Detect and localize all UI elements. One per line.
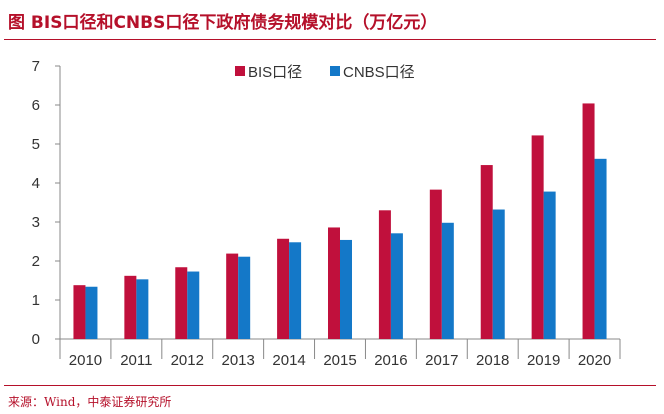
source-note: 来源：Wind，中泰证券研究所: [8, 395, 172, 409]
bar-bis: [226, 253, 239, 339]
bar-bis: [73, 285, 86, 339]
y-tick-label: 5: [32, 136, 40, 153]
chart-title: 图 BIS口径和CNBS口径下政府债务规模对比（万亿元）: [8, 13, 438, 33]
chart-axes: 0 1 2 3 4 5 6 7 2010 2011 2012 2013 2014 2015 2016 2017…: [32, 58, 621, 369]
y-tick-label: 2: [32, 253, 40, 270]
bar-cnbs: [289, 242, 302, 339]
bar-cnbs: [187, 271, 200, 339]
x-tick-label: 2010: [69, 352, 102, 369]
bar-bis: [582, 103, 595, 339]
y-tick-label: 6: [32, 97, 40, 114]
bar-bis: [328, 227, 340, 339]
y-tick-label: 4: [32, 175, 40, 192]
bar-chart: 0 1 2 3 4 5 6 7 2010 2011 2012 2013 2014 2015 2016 2017…: [32, 58, 621, 369]
y-tick-label: 7: [32, 58, 40, 75]
bar-bis: [480, 165, 493, 339]
x-tick-label: 2013: [221, 352, 254, 369]
y-tick-label: 1: [32, 292, 40, 309]
x-tick-label: 2015: [323, 352, 356, 369]
chart-bars: [73, 103, 607, 339]
bar-bis: [175, 267, 188, 339]
bar-cnbs: [85, 286, 98, 339]
legend-item-bis-swatch: [235, 66, 245, 76]
chart-legend: BIS口径 CNBS口径: [235, 64, 415, 81]
bar-cnbs: [492, 209, 505, 339]
bar-cnbs: [238, 256, 251, 339]
x-tick-label: 2011: [120, 352, 152, 369]
legend-item-cnbs-swatch: [330, 66, 340, 76]
source-divider: [4, 385, 656, 386]
x-tick-label: 2019: [527, 352, 560, 369]
bar-cnbs: [441, 222, 454, 339]
title-divider: [4, 39, 656, 40]
bar-cnbs: [390, 233, 403, 339]
bar-cnbs: [543, 191, 556, 339]
bar-cnbs: [136, 279, 149, 339]
bar-bis: [277, 238, 290, 339]
x-tick-label: 2016: [374, 352, 407, 369]
bar-cnbs: [340, 239, 352, 339]
y-tick-label: 3: [32, 214, 40, 231]
bar-cnbs: [594, 158, 607, 339]
bar-bis: [429, 189, 442, 339]
bar-bis: [531, 135, 544, 339]
bar-bis: [124, 275, 137, 339]
legend-item-cnbs-label: CNBS口径: [343, 64, 415, 81]
x-tick-label: 2012: [171, 352, 204, 369]
x-tick-label: 2014: [272, 352, 305, 369]
y-tick-label: 0: [32, 331, 40, 348]
bar-bis: [378, 210, 391, 339]
legend-item-bis-label: BIS口径: [248, 64, 302, 81]
x-tick-label: 2018: [476, 352, 509, 369]
x-tick-label: 2017: [425, 352, 458, 369]
x-tick-label: 2020: [578, 352, 611, 369]
